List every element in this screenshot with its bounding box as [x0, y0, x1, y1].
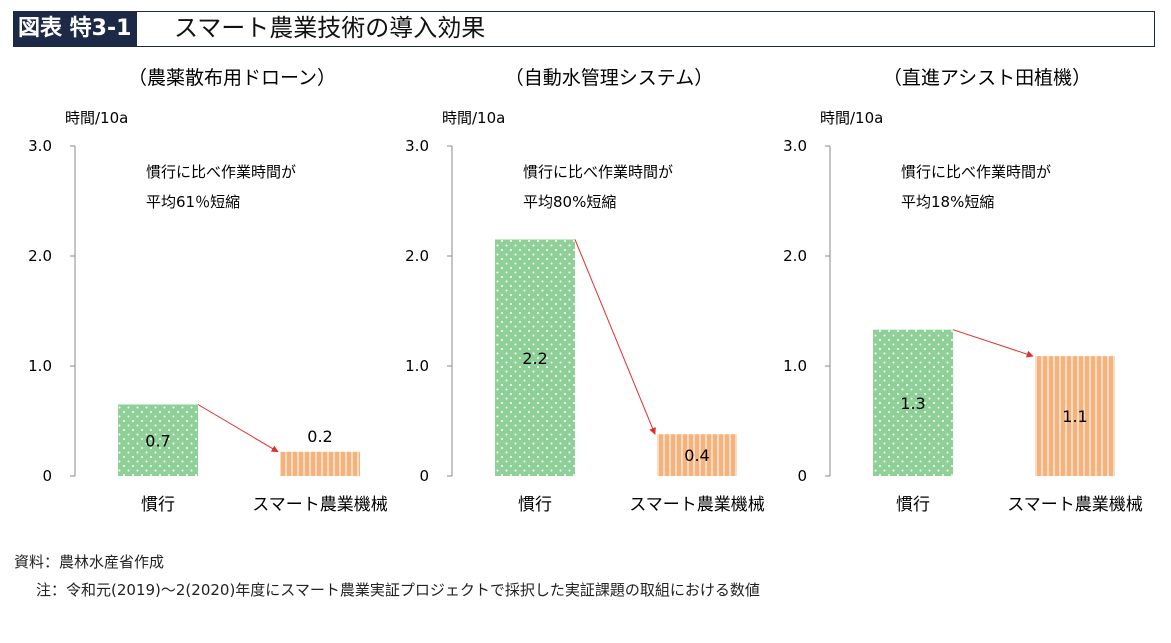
- y-tick-label: 0: [42, 467, 52, 485]
- y-tick-label: 1.0: [405, 357, 429, 375]
- y-axis-label: 時間/10a: [65, 109, 128, 127]
- bar-data-label: 1.1: [1062, 407, 1087, 426]
- y-tick-label: 3.0: [405, 137, 429, 155]
- x-tick-label: 慣行: [141, 495, 175, 515]
- bar-data-label: 0.7: [145, 431, 170, 450]
- y-tick-label: 2.0: [405, 247, 429, 265]
- y-tick-label: 3.0: [783, 137, 807, 155]
- bar-data-label: 1.3: [900, 394, 925, 413]
- annotation-text: 慣行に比べ作業時間が: [901, 163, 1051, 181]
- bar-data-label: 0.2: [307, 427, 332, 446]
- y-tick-label: 0: [797, 467, 807, 485]
- y-tick-label: 2.0: [28, 247, 52, 265]
- x-tick-label: スマート農業機械: [1007, 495, 1143, 515]
- y-tick-label: 3.0: [28, 137, 52, 155]
- reduction-arrow: [952, 329, 1034, 358]
- y-tick-label: 2.0: [783, 247, 807, 265]
- y-tick-label: 0: [419, 467, 429, 485]
- annotation-text: 平均61％短縮: [146, 193, 240, 211]
- annotation-text: 慣行に比べ作業時間が: [146, 163, 296, 181]
- figure-header: 図表 特3-1 スマート農業技術の導入効果: [13, 11, 1155, 47]
- footnote: 注：令和元(2019)～2(2020)年度にスマート農業実証プロジェクトで採択し…: [36, 581, 760, 599]
- chart-title: （直進アシスト田植機）: [883, 67, 1091, 89]
- annotation-text: 平均80%短縮: [523, 193, 616, 211]
- bar-conventional: [118, 404, 198, 476]
- reduction-arrow: [574, 239, 656, 435]
- y-tick-label: 1.0: [28, 357, 52, 375]
- x-tick-label: スマート農業機械: [629, 495, 765, 515]
- figure-title: スマート農業技術の導入効果: [174, 14, 486, 42]
- annotation-text: 慣行に比べ作業時間が: [523, 163, 673, 181]
- bar-smart: [1035, 356, 1115, 476]
- y-axis-label: 時間/10a: [820, 109, 883, 127]
- source-note: 資料：農林水産省作成: [14, 553, 165, 571]
- bar-smart: [657, 434, 737, 476]
- reduction-arrow: [197, 404, 279, 453]
- x-tick-label: 慣行: [896, 495, 930, 515]
- bar-conventional: [495, 239, 575, 476]
- bar-conventional: [873, 329, 953, 476]
- y-tick-label: 1.0: [783, 357, 807, 375]
- figure-label: 図表 特3-1: [14, 12, 138, 46]
- x-tick-label: スマート農業機械: [252, 495, 388, 515]
- x-tick-label: 慣行: [518, 495, 552, 515]
- bar-smart: [280, 451, 360, 476]
- chart-title: （農薬散布用ドローン）: [128, 67, 336, 89]
- bar-data-label: 2.2: [522, 349, 547, 368]
- chart-title: （自動水管理システム）: [505, 67, 713, 89]
- y-axis-label: 時間/10a: [442, 109, 505, 127]
- annotation-text: 平均18%短縮: [901, 193, 994, 211]
- bar-data-label: 0.4: [684, 446, 709, 465]
